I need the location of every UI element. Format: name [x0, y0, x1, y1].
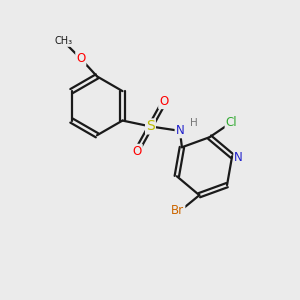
- Text: N: N: [176, 124, 184, 137]
- Text: O: O: [76, 52, 86, 65]
- Text: O: O: [133, 145, 142, 158]
- Text: S: S: [146, 119, 155, 134]
- Text: CH₃: CH₃: [54, 36, 72, 46]
- Text: Cl: Cl: [226, 116, 237, 129]
- Text: Br: Br: [171, 204, 184, 217]
- Text: O: O: [159, 95, 168, 108]
- Text: H: H: [190, 118, 198, 128]
- Text: N: N: [234, 151, 243, 164]
